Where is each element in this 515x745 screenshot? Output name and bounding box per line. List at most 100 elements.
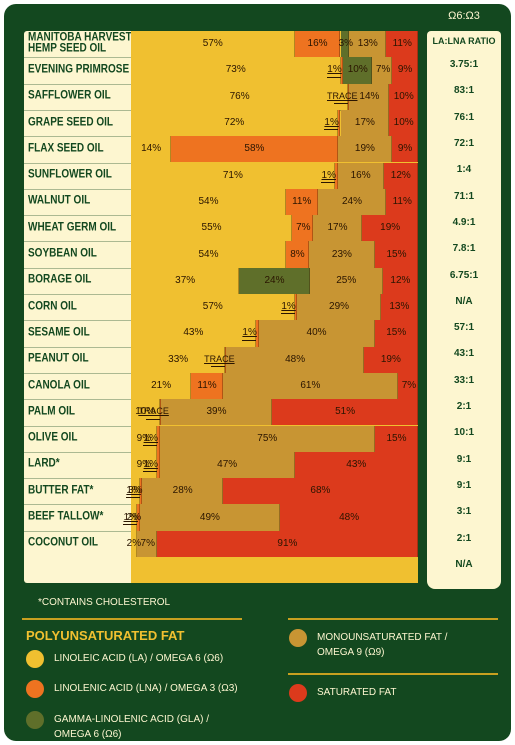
data-label: 3% bbox=[338, 38, 354, 50]
data-label: 55% bbox=[201, 222, 222, 234]
bar-segment-lna bbox=[225, 346, 227, 373]
data-label: 25% bbox=[336, 274, 357, 286]
oil-name: OLIVE OIL bbox=[28, 431, 78, 444]
bar-segment-mono bbox=[136, 530, 157, 557]
oil-name: CORN OIL bbox=[28, 299, 77, 313]
bar-segment-la bbox=[131, 31, 295, 58]
data-label: 54% bbox=[198, 195, 219, 207]
pointer-arrow bbox=[280, 313, 295, 315]
oil-name: SESAME OIL bbox=[28, 326, 90, 339]
data-label: 13% bbox=[389, 301, 410, 313]
bar-segment-sat bbox=[280, 504, 418, 531]
oil-name: EVENING PRIMROSE OIL bbox=[28, 63, 149, 76]
bar-segment-la bbox=[131, 267, 240, 294]
data-label: 12% bbox=[390, 274, 411, 286]
bar-segment-mono bbox=[159, 451, 295, 479]
data-label: 71% bbox=[222, 169, 243, 181]
bar-segment-lna bbox=[337, 109, 341, 137]
data-label: 1% bbox=[123, 511, 138, 523]
ratio-value: 6.75:1 bbox=[449, 269, 479, 281]
bar-segment-lna bbox=[294, 31, 341, 58]
data-label: 14% bbox=[141, 143, 162, 155]
data-label: 2% bbox=[126, 511, 142, 523]
data-label: 23% bbox=[331, 248, 352, 260]
data-label: 19% bbox=[380, 353, 401, 365]
data-label: 11% bbox=[392, 195, 412, 207]
pointer-arrow bbox=[241, 339, 256, 341]
bar-segment-mono bbox=[142, 478, 223, 505]
polyunsaturated-legend-title: POLYUNSATURATED FAT bbox=[26, 628, 185, 643]
data-label: 57% bbox=[202, 301, 223, 313]
bar-segment-la bbox=[131, 188, 286, 216]
pointer-arrow bbox=[320, 181, 335, 183]
data-label: 11% bbox=[197, 380, 217, 392]
data-label: 19% bbox=[354, 143, 375, 155]
ratio-value: 10:1 bbox=[453, 427, 474, 439]
ratio-value: 76:1 bbox=[453, 111, 474, 123]
data-label: 47% bbox=[217, 458, 238, 470]
data-label: 24% bbox=[264, 274, 285, 286]
oil-name: HEMP SEED OIL bbox=[28, 42, 107, 55]
bar-segment-sat bbox=[386, 31, 418, 58]
bar-segment-lna bbox=[294, 294, 298, 321]
bar-segment-sat bbox=[363, 346, 418, 373]
bar-segment-sat bbox=[362, 215, 418, 242]
pointer-arrow bbox=[125, 497, 140, 499]
data-label: 2% bbox=[126, 537, 142, 549]
data-label: 1% bbox=[324, 117, 339, 129]
data-label: 29% bbox=[329, 301, 350, 313]
oil-name: MANITOBA HARVEST™ bbox=[28, 31, 142, 44]
oil-name: SAFFLOWER OIL bbox=[28, 89, 111, 103]
data-label: 58% bbox=[244, 143, 265, 155]
bar-segment-gla bbox=[340, 31, 350, 58]
ratio-value: 7.8:1 bbox=[452, 243, 476, 255]
bar-segment-mono bbox=[337, 136, 393, 163]
data-label: 11% bbox=[292, 195, 312, 207]
bar-segment-mono bbox=[340, 109, 390, 137]
bar-segment-sat bbox=[389, 109, 418, 137]
data-label: 7% bbox=[401, 380, 417, 392]
pointer-arrow bbox=[145, 418, 160, 420]
oil-name: GRAPE SEED OIL bbox=[28, 115, 114, 129]
data-label: 17% bbox=[354, 117, 375, 129]
data-label: 10% bbox=[347, 64, 368, 76]
data-label: 13% bbox=[357, 38, 378, 50]
bar-segment-sat bbox=[272, 399, 418, 426]
bar-segment-sat bbox=[380, 294, 418, 321]
bar-segment-sat bbox=[397, 372, 418, 400]
ratio-header-top: Ω6:Ω3 bbox=[448, 10, 480, 22]
bar-segment-sat bbox=[386, 188, 418, 216]
ratio-value: 83:1 bbox=[453, 85, 474, 97]
bar-segment-la bbox=[131, 451, 157, 479]
bar-segment-lna bbox=[292, 215, 313, 242]
chart-card: Ω6:Ω3 LA:LNA RATIO *CONTAINS CHOLESTEROL… bbox=[4, 4, 511, 741]
data-label: 16% bbox=[350, 169, 371, 181]
ratio-value: 57:1 bbox=[453, 322, 474, 334]
ratio-value: 1:4 bbox=[456, 164, 472, 176]
oil-name: SOYBEAN OIL bbox=[28, 247, 97, 260]
data-label: 49% bbox=[199, 511, 220, 523]
bar-segment-mono bbox=[226, 346, 364, 373]
bar-segment-la bbox=[131, 57, 341, 84]
bar-segment-mono bbox=[349, 83, 390, 110]
data-label: 48% bbox=[339, 511, 360, 523]
data-label: 1% bbox=[242, 327, 257, 339]
legend-divider bbox=[288, 618, 498, 620]
bar-segment-mono bbox=[297, 294, 381, 321]
legend-divider bbox=[22, 618, 242, 620]
bar-segment-mono bbox=[317, 188, 387, 216]
legend-swatch-mono bbox=[289, 629, 307, 647]
legend-label-lna: LINOLENIC ACID (LNA) / OMEGA 3 (Ω3) bbox=[54, 683, 238, 694]
ratio-value: 4.9:1 bbox=[452, 216, 476, 228]
bar-segment-la bbox=[131, 478, 140, 505]
data-label: 15% bbox=[386, 248, 407, 260]
bar-segment-la bbox=[131, 162, 335, 189]
cholesterol-footnote: *CONTAINS CHOLESTEROL bbox=[38, 597, 171, 608]
data-label: 54% bbox=[198, 248, 219, 260]
data-label: 7% bbox=[140, 537, 156, 549]
data-label: TRACE bbox=[138, 406, 169, 417]
oil-names-column bbox=[24, 31, 131, 583]
data-label: 76% bbox=[229, 90, 250, 102]
bar-segment-la bbox=[131, 372, 192, 400]
oil-name: BUTTER FAT* bbox=[28, 483, 94, 497]
